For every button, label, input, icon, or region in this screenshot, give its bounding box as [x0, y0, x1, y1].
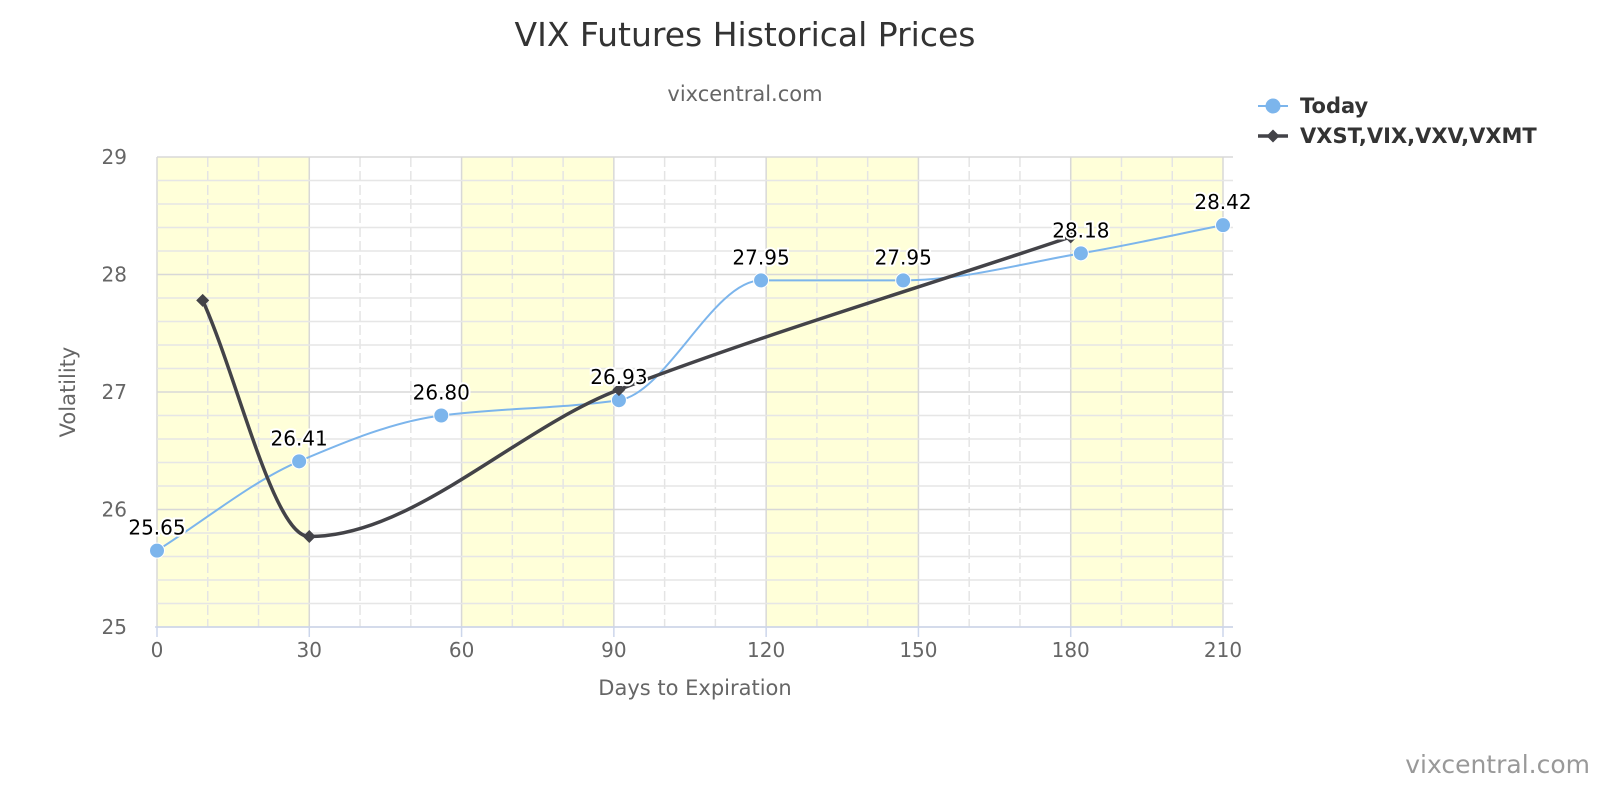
data-label: 26.80	[413, 381, 470, 405]
data-point[interactable]	[895, 272, 912, 289]
y-tick-label: 29	[102, 145, 127, 169]
x-tick-label: 210	[1204, 638, 1242, 662]
data-label: 28.42	[1194, 190, 1251, 214]
data-point[interactable]	[149, 542, 165, 559]
legend-item-label[interactable]: VXST,VIX,VXV,VXMT	[1300, 124, 1537, 148]
data-label: 27.95	[732, 245, 789, 269]
y-tick-label: 27	[102, 380, 127, 404]
series-line	[156, 224, 1224, 552]
data-point[interactable]	[753, 272, 770, 289]
x-tick-label: 150	[899, 638, 937, 662]
series-line	[200, 235, 1073, 539]
chart-subtitle: vixcentral.com	[667, 82, 822, 106]
data-point[interactable]	[291, 453, 308, 470]
chart-title: VIX Futures Historical Prices	[515, 15, 976, 54]
y-axis-title: Volatility	[56, 347, 80, 438]
data-point[interactable]	[1215, 217, 1231, 234]
legend-symbol-marker	[1265, 98, 1281, 114]
x-axis-title: Days to Expiration	[598, 676, 791, 700]
x-tick-label: 30	[297, 638, 322, 662]
data-labels: 25.65 26.41 26.80 26.93 27.95 27.95 28.18 28.42	[126, 188, 1253, 541]
data-label: 28.18	[1052, 218, 1109, 242]
data-point-diamond[interactable]	[302, 530, 316, 544]
data-label: 26.93	[590, 365, 647, 389]
legend-item-label[interactable]: Today	[1300, 94, 1369, 118]
data-point[interactable]	[1072, 245, 1089, 262]
data-point[interactable]	[433, 407, 450, 424]
data-point-diamond[interactable]	[612, 383, 626, 397]
x-tick-label: 0	[151, 638, 164, 662]
chart-credit[interactable]: vixcentral.com	[1405, 750, 1590, 779]
legend: Today VXST,VIX,VXV,VXMT	[1258, 94, 1537, 148]
x-tick-label: 180	[1052, 638, 1090, 662]
data-point-diamond[interactable]	[196, 293, 210, 307]
axes: 0 30 60 90 120 150 180 210 25 26 27 28 29	[102, 145, 1243, 662]
data-label: 27.95	[875, 245, 932, 269]
y-tick-label: 26	[102, 498, 127, 522]
x-tick-label: 120	[747, 638, 785, 662]
x-tick-label: 90	[601, 638, 626, 662]
data-point-diamond[interactable]	[1064, 230, 1078, 244]
series-layer	[149, 217, 1231, 559]
y-tick-label: 28	[102, 263, 127, 287]
x-tick-label: 60	[449, 638, 474, 662]
data-label: 25.65	[128, 516, 185, 540]
data-label: 26.41	[271, 426, 328, 450]
legend-symbol-marker	[1266, 129, 1280, 143]
y-tick-label: 25	[102, 615, 127, 639]
